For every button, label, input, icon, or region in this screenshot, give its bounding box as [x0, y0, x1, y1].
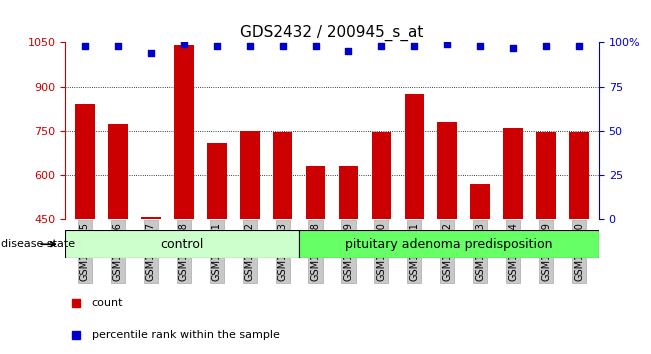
- Bar: [437, 122, 457, 352]
- Bar: [75, 104, 95, 352]
- Bar: [141, 217, 161, 352]
- Point: [277, 43, 288, 49]
- Bar: [569, 132, 589, 352]
- Point: [244, 43, 255, 49]
- Point: [541, 43, 551, 49]
- Bar: [207, 143, 227, 352]
- Text: pituitary adenoma predisposition: pituitary adenoma predisposition: [345, 238, 553, 251]
- Bar: [471, 184, 490, 352]
- Bar: [372, 132, 391, 352]
- Text: percentile rank within the sample: percentile rank within the sample: [92, 330, 280, 339]
- Point: [79, 43, 90, 49]
- Point: [146, 50, 156, 56]
- Bar: [503, 128, 523, 352]
- Point: [178, 41, 189, 47]
- Bar: [404, 94, 424, 352]
- Bar: [108, 124, 128, 352]
- Point: [508, 45, 518, 51]
- Bar: [536, 132, 556, 352]
- Bar: [65, 230, 299, 258]
- Point: [311, 43, 321, 49]
- Bar: [174, 45, 193, 352]
- Point: [409, 43, 420, 49]
- Text: control: control: [160, 238, 204, 251]
- Text: disease state: disease state: [1, 239, 76, 249]
- Point: [574, 43, 585, 49]
- Point: [475, 43, 486, 49]
- Point: [212, 43, 222, 49]
- Bar: [273, 132, 292, 352]
- Bar: [339, 166, 358, 352]
- Text: count: count: [92, 298, 123, 308]
- Point: [376, 43, 387, 49]
- Bar: [306, 166, 326, 352]
- Point: [343, 48, 353, 54]
- Bar: [299, 230, 599, 258]
- Point: [442, 41, 452, 47]
- Point: [113, 43, 123, 49]
- Title: GDS2432 / 200945_s_at: GDS2432 / 200945_s_at: [240, 25, 424, 41]
- Bar: [240, 131, 260, 352]
